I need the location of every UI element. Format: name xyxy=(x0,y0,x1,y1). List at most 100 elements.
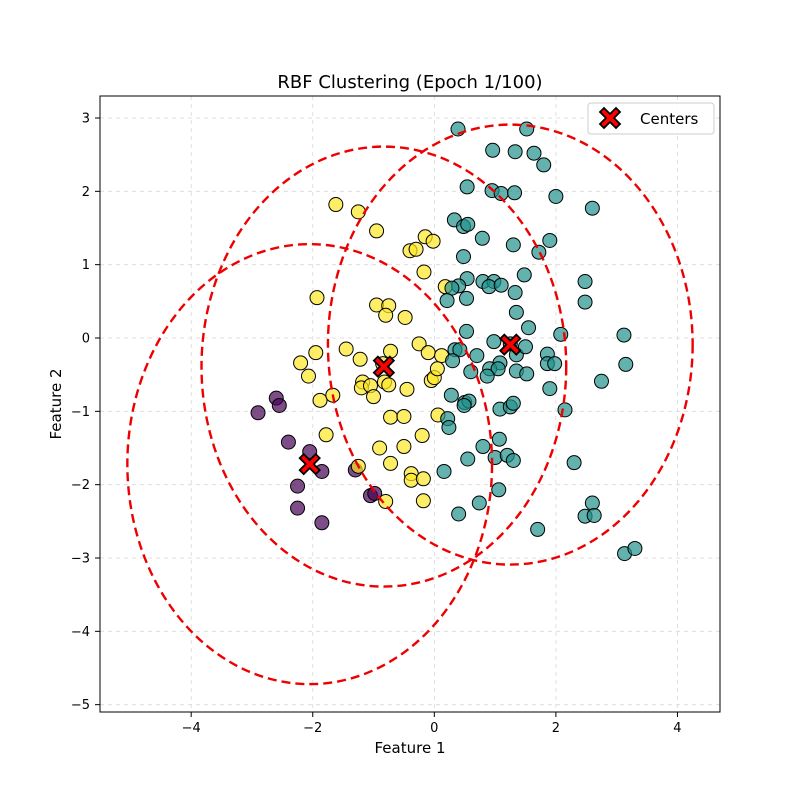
y-tick-label: 1 xyxy=(82,258,90,273)
data-point-teal xyxy=(547,356,563,372)
x-tick-label: 0 xyxy=(430,721,438,736)
data-point-teal xyxy=(456,397,472,413)
data-point-yellow xyxy=(300,368,316,384)
y-tick-label: −2 xyxy=(71,478,90,493)
data-point-teal xyxy=(526,145,542,161)
center-marker xyxy=(499,333,522,356)
y-axis-label: Feature 2 xyxy=(47,369,65,440)
data-point-yellow xyxy=(378,307,394,323)
data-point-teal xyxy=(491,482,507,498)
center-marker xyxy=(298,452,321,476)
x-tick-label: −2 xyxy=(303,721,322,736)
y-tick-label: −1 xyxy=(71,405,90,420)
data-point-teal xyxy=(485,142,501,158)
data-point-teal xyxy=(521,320,537,336)
data-point-yellow xyxy=(420,345,436,361)
data-point-teal xyxy=(516,267,532,283)
data-point-teal xyxy=(459,179,475,195)
legend-label-centers: Centers xyxy=(640,110,698,128)
data-point-teal xyxy=(517,339,533,355)
data-point-yellow xyxy=(338,341,354,357)
data-point-teal xyxy=(505,237,521,253)
data-point-teal xyxy=(459,323,475,339)
data-point-teal xyxy=(530,521,546,537)
centers-layer xyxy=(298,333,522,476)
x-tick-label: 4 xyxy=(673,721,681,736)
data-point-teal xyxy=(455,249,471,265)
data-point-yellow xyxy=(378,494,394,510)
y-tick-label: −5 xyxy=(71,698,90,713)
data-point-teal xyxy=(627,540,643,556)
x-axis-label: Feature 1 xyxy=(375,739,446,757)
data-point-yellow xyxy=(381,377,397,393)
data-point-purple xyxy=(290,500,306,516)
data-point-yellow xyxy=(396,408,412,424)
chart-title: RBF Clustering (Epoch 1/100) xyxy=(277,72,542,93)
data-point-purple xyxy=(250,405,266,421)
data-point-teal xyxy=(577,294,593,310)
data-point-teal xyxy=(542,381,558,397)
data-point-yellow xyxy=(411,336,427,352)
rbf-circles-layer xyxy=(126,123,694,686)
data-point-yellow xyxy=(429,361,445,377)
data-point-teal xyxy=(486,334,502,350)
data-point-teal xyxy=(507,185,523,201)
data-point-yellow xyxy=(415,471,431,487)
data-point-teal xyxy=(542,232,558,248)
data-point-teal xyxy=(507,285,523,301)
data-point-teal xyxy=(536,157,552,173)
data-point-teal xyxy=(474,230,490,246)
data-point-teal xyxy=(505,395,521,411)
rbf-radius-circle xyxy=(326,123,694,566)
data-point-teal xyxy=(584,495,600,511)
data-point-yellow xyxy=(308,345,324,361)
data-point-purple xyxy=(314,515,330,531)
data-point-teal xyxy=(531,244,547,260)
data-point-teal xyxy=(445,353,461,369)
data-point-yellow xyxy=(309,290,325,306)
ticks-layer: −4 −2 0 2 4 −5 −4 −3 −2 −1 0 1 2 3 xyxy=(71,112,682,737)
data-point-teal xyxy=(593,373,609,389)
data-point-purple xyxy=(271,397,287,413)
data-point-yellow xyxy=(383,455,399,471)
rbf-radius-circle xyxy=(126,242,494,686)
data-point-yellow xyxy=(366,389,382,405)
data-point-teal xyxy=(459,290,475,306)
data-point-teal xyxy=(444,280,460,296)
data-point-yellow xyxy=(352,351,368,367)
data-point-yellow xyxy=(396,439,412,455)
y-tick-label: −3 xyxy=(71,552,90,567)
data-point-yellow xyxy=(416,264,432,280)
data-point-teal xyxy=(519,366,535,382)
legend: Centers xyxy=(587,102,715,135)
y-tick-label: −4 xyxy=(71,625,90,640)
data-point-teal xyxy=(548,188,564,204)
data-point-teal xyxy=(463,364,479,380)
data-point-yellow xyxy=(383,409,399,425)
data-point-yellow xyxy=(369,223,385,239)
data-point-teal xyxy=(469,348,485,364)
data-point-teal xyxy=(471,495,487,511)
data-point-purple xyxy=(302,444,318,460)
data-point-teal xyxy=(487,450,503,466)
data-point-teal xyxy=(577,274,593,290)
data-point-teal xyxy=(618,356,634,372)
data-point-teal xyxy=(460,451,476,467)
data-point-teal xyxy=(584,200,600,216)
data-point-teal xyxy=(451,506,467,522)
points-layer xyxy=(250,121,643,562)
data-point-yellow xyxy=(414,428,430,444)
data-point-teal xyxy=(519,121,535,137)
data-point-teal xyxy=(479,368,495,384)
data-point-purple xyxy=(280,434,296,450)
rbf-radius-circle xyxy=(200,145,568,588)
data-point-teal xyxy=(505,452,521,468)
data-point-teal xyxy=(452,342,468,358)
plot-frame xyxy=(99,95,721,713)
legend-center-marker xyxy=(598,106,622,130)
data-point-yellow xyxy=(425,233,441,249)
center-marker xyxy=(372,355,396,378)
data-point-teal xyxy=(508,304,524,320)
data-point-teal xyxy=(616,327,632,343)
